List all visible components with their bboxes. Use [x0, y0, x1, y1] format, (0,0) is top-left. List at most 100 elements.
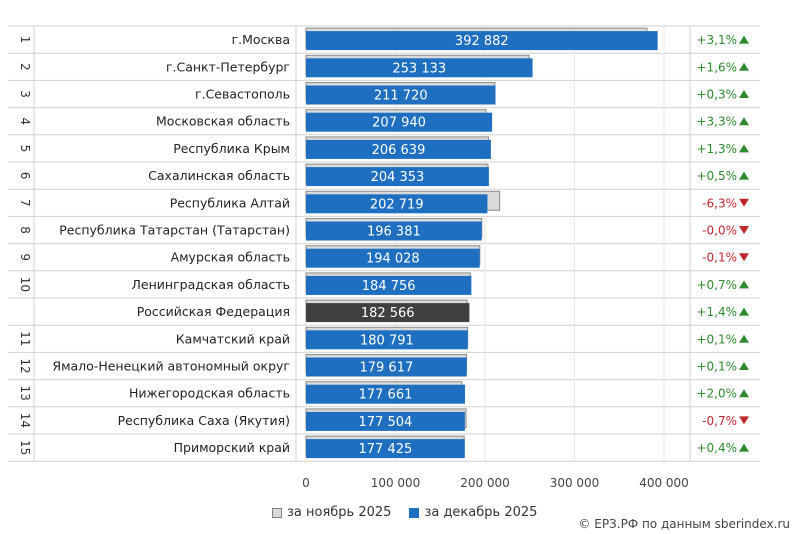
arrow-down-icon: [739, 416, 749, 425]
region-label: г.Севастополь: [195, 87, 290, 102]
change-label: +0,4%: [696, 441, 737, 455]
change-label: +1,4%: [696, 305, 737, 319]
bar-dec-rf: [306, 303, 470, 323]
region-label: г.Москва: [232, 32, 290, 47]
region-label: Республика Татарстан (Татарстан): [59, 223, 290, 238]
arrow-up-icon: [739, 62, 749, 71]
change-label: +0,5%: [696, 169, 737, 183]
bar-value-label: 204 353: [371, 170, 425, 185]
bar-dec: [306, 221, 482, 241]
change-label: +3,1%: [696, 33, 737, 47]
rank-label: 12: [18, 358, 32, 373]
region-label: Сахалинская область: [148, 168, 290, 183]
bar-dec: [306, 248, 480, 268]
bar-dec: [306, 275, 472, 295]
rank-label: 2: [18, 63, 32, 71]
arrow-up-icon: [739, 144, 749, 153]
rank-label: 10: [18, 277, 32, 292]
arrow-up-icon: [739, 117, 749, 126]
rank-label: 14: [18, 413, 32, 428]
legend-label-dec: за декабрь 2025: [424, 505, 538, 520]
x-tick-label: 300 000: [550, 476, 600, 490]
x-tick-label: 0: [302, 476, 310, 490]
bar-value-label: 253 133: [392, 61, 446, 76]
bar-value-label: 392 882: [455, 34, 509, 49]
legend-swatch-nov: [272, 507, 282, 518]
region-label: Ленинградская область: [132, 277, 290, 292]
arrow-up-icon: [739, 443, 749, 452]
rank-label: 13: [18, 386, 32, 401]
legend-swatch-dec: [409, 507, 420, 518]
rank-label: 6: [18, 172, 32, 180]
change-label: +3,3%: [696, 115, 737, 129]
region-label: Республика Крым: [173, 141, 290, 156]
bar-value-label: 177 661: [359, 388, 413, 403]
bar-dec: [306, 194, 488, 214]
bar-value-label: 180 791: [360, 333, 414, 348]
bar-value-label: 194 028: [366, 252, 420, 267]
change-label: +0,3%: [696, 88, 737, 102]
bar-dec: [306, 439, 465, 459]
arrow-down-icon: [739, 198, 749, 207]
bar-dec: [306, 167, 489, 187]
region-label: Нижегородская область: [129, 386, 290, 401]
bar-dec: [306, 411, 465, 431]
arrow-up-icon: [739, 171, 749, 180]
x-tick-label: 100 000: [371, 476, 421, 490]
rank-label: 7: [18, 199, 32, 207]
arrow-up-icon: [739, 307, 749, 316]
arrow-up-icon: [739, 389, 749, 398]
rank-label: 4: [18, 117, 32, 125]
arrow-up-icon: [739, 90, 749, 98]
rank-label: 1: [18, 36, 32, 44]
region-label: Российская Федерация: [137, 304, 290, 319]
change-label: -0,1%: [702, 251, 737, 265]
chart: 0 100 000 200 000 300 000 400 000 1 г.Москва 39…: [8, 25, 760, 490]
bar-dec: [306, 85, 496, 105]
arrow-down-icon: [739, 253, 749, 262]
region-label: Республика Саха (Якутия): [118, 413, 290, 428]
bar-value-label: 184 756: [362, 279, 416, 294]
change-label: +0,7%: [696, 278, 737, 292]
rank-label: 11: [18, 331, 32, 346]
bar-dec: [306, 357, 467, 377]
region-label: Ямало-Ненецкий автономный округ: [52, 359, 290, 374]
change-label: -0,0%: [702, 224, 737, 238]
change-label: -6,3%: [702, 196, 737, 210]
bar-value-label: 207 940: [372, 116, 426, 131]
bar-value-label: 177 504: [359, 415, 413, 430]
change-label: -0,7%: [702, 414, 737, 428]
legend-item-dec: за декабрь 2025: [409, 505, 537, 520]
region-label: г.Санкт-Петербург: [166, 59, 290, 74]
bar-dec: [306, 58, 533, 78]
rank-label: 5: [18, 145, 32, 153]
rank-label: 9: [18, 253, 32, 261]
bar-dec: [306, 31, 658, 51]
change-label: +1,3%: [696, 142, 737, 156]
x-tick-label: 200 000: [460, 476, 510, 490]
bar-value-label: 202 719: [370, 197, 424, 212]
arrow-down-icon: [739, 226, 749, 234]
region-label: Московская область: [156, 114, 290, 129]
bar-value-label: 196 381: [367, 225, 421, 240]
bar-value-label: 179 617: [359, 361, 413, 376]
rank-label: 15: [18, 440, 32, 455]
arrow-up-icon: [739, 280, 749, 289]
legend: за ноябрь 2025 за декабрь 2025: [272, 505, 537, 520]
legend-item-nov: за ноябрь 2025: [272, 505, 391, 520]
change-label: +0,1%: [696, 360, 737, 374]
change-label: +2,0%: [696, 387, 737, 401]
bar-dec: [306, 139, 491, 159]
bar-dec: [306, 112, 493, 132]
region-label: Амурская область: [171, 250, 290, 265]
bar-value-label: 206 639: [372, 143, 426, 158]
rank-label: 8: [18, 226, 32, 234]
bar-value-label: 182 566: [361, 306, 415, 321]
source-note: © ЕРЗ.РФ по данным sberindex.ru: [578, 517, 790, 531]
region-label: Приморский край: [174, 440, 290, 455]
bar-dec: [306, 384, 466, 404]
bar-value-label: 177 425: [359, 442, 413, 457]
bar-dec: [306, 330, 468, 350]
bar-value-label: 211 720: [374, 89, 428, 104]
x-tick-label: 400 000: [639, 476, 689, 490]
